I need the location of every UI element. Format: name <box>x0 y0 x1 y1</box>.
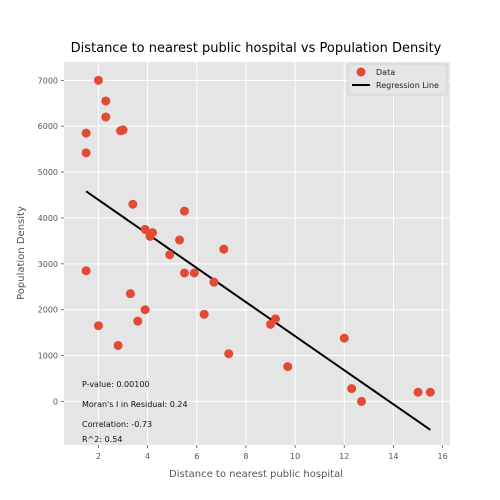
x-axis-label: Distance to nearest public hospital <box>169 469 343 480</box>
data-point <box>113 340 123 350</box>
y-tick-label: 0 <box>53 397 58 406</box>
data-point <box>179 268 189 278</box>
data-point <box>118 125 128 135</box>
data-point <box>219 244 229 254</box>
legend-label-regression: Regression Line <box>376 81 439 90</box>
data-point <box>413 387 423 397</box>
x-tick-label: 14 <box>388 452 398 461</box>
y-tick-label: 6000 <box>38 122 58 131</box>
stats-annotation-line: R^2: 0.54 <box>82 435 122 444</box>
stats-annotation-line: P-value: 0.00100 <box>82 380 150 389</box>
legend: Data Regression Line <box>347 63 448 96</box>
x-tick-label: 10 <box>290 452 300 461</box>
data-point <box>356 396 366 406</box>
data-point <box>165 250 175 260</box>
data-point <box>133 316 143 326</box>
data-point <box>101 96 111 106</box>
data-point <box>81 148 91 158</box>
data-point <box>101 112 111 122</box>
data-points-layer <box>81 75 435 406</box>
data-point <box>125 289 135 299</box>
x-tick-label: 8 <box>243 452 248 461</box>
x-tick-label: 12 <box>339 452 349 461</box>
data-point <box>140 224 150 234</box>
data-point <box>145 231 155 241</box>
data-point <box>189 268 199 278</box>
data-point <box>425 387 435 397</box>
data-point <box>283 362 293 372</box>
x-tick-label: 2 <box>96 452 101 461</box>
y-axis-ticks: 0 1000 2000 3000 4000 5000 6000 7000 <box>38 76 64 406</box>
x-tick-label: 16 <box>438 452 448 461</box>
chart-title: Distance to nearest public hospital vs P… <box>71 41 442 56</box>
data-point <box>93 321 103 331</box>
y-tick-label: 7000 <box>38 76 58 85</box>
x-axis-ticks: 2 4 6 8 10 12 14 16 <box>96 445 448 461</box>
stats-annotation-line: Correlation: -0.73 <box>82 420 152 429</box>
data-point <box>339 333 349 343</box>
y-axis-label: Population Density <box>16 206 27 300</box>
data-point <box>347 384 357 394</box>
x-tick-label: 6 <box>194 452 199 461</box>
y-tick-label: 1000 <box>38 352 58 361</box>
x-tick-label: 4 <box>145 452 150 461</box>
data-point <box>266 319 276 329</box>
stats-annotation-line: Moran's I in Residual: 0.24 <box>82 400 188 409</box>
y-tick-label: 5000 <box>38 168 58 177</box>
y-tick-label: 4000 <box>38 214 58 223</box>
data-point <box>224 349 234 359</box>
data-point <box>93 75 103 85</box>
data-point <box>140 305 150 315</box>
legend-label-data: Data <box>376 68 395 77</box>
y-tick-label: 2000 <box>38 306 58 315</box>
data-point <box>209 277 219 287</box>
legend-box <box>347 63 448 96</box>
stats-annotations: P-value: 0.00100 Moran's I in Residual: 0… <box>82 380 188 444</box>
data-point <box>179 206 189 216</box>
data-point <box>175 235 185 245</box>
legend-marker-data <box>356 67 366 77</box>
y-tick-label: 3000 <box>38 260 58 269</box>
data-point <box>128 199 138 209</box>
data-point <box>81 128 91 138</box>
data-point <box>199 309 209 319</box>
data-point <box>81 266 91 276</box>
